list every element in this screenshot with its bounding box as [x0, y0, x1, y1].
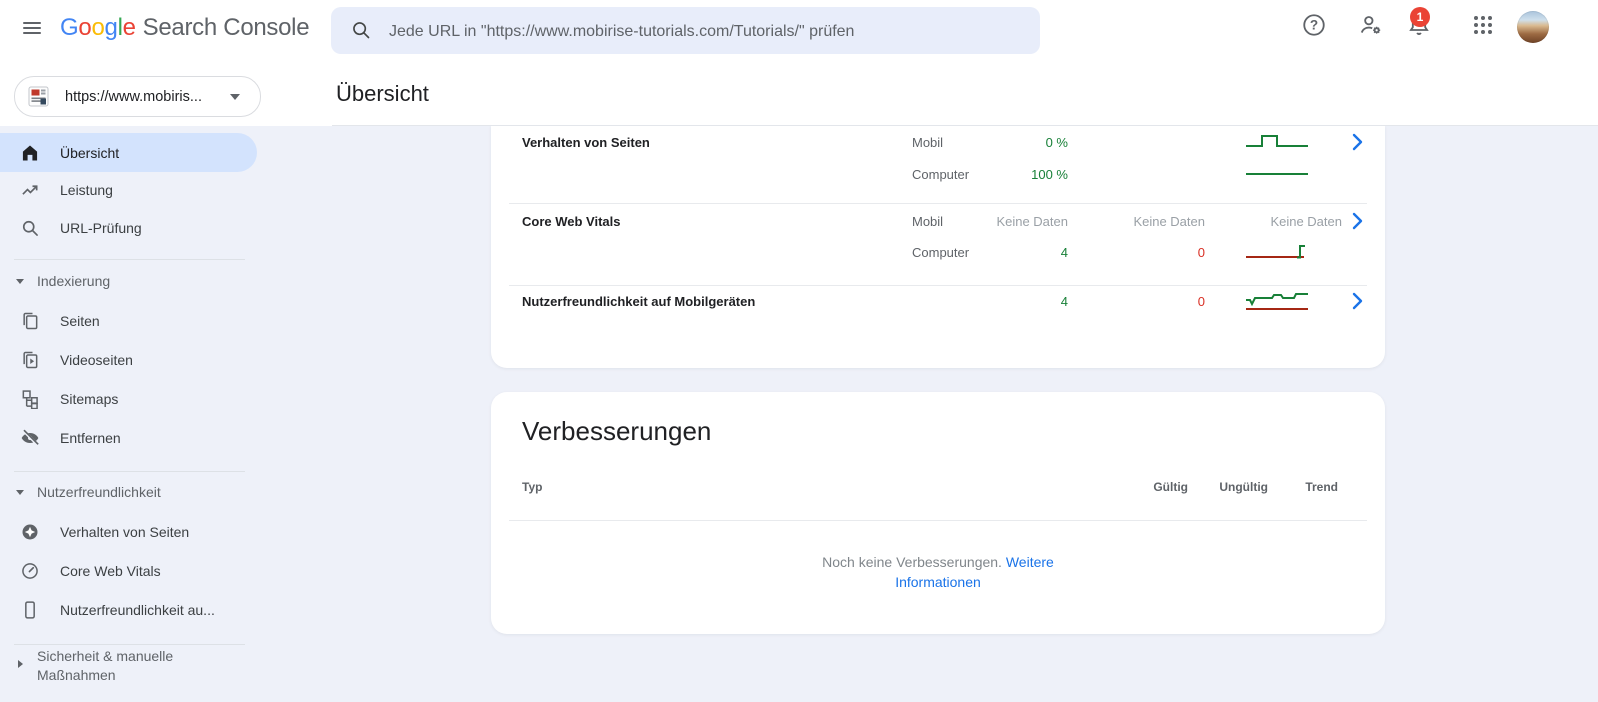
search-icon	[350, 19, 372, 41]
url-inspection-searchbar[interactable]	[331, 7, 1040, 56]
metric-value: Keine Daten	[996, 214, 1068, 229]
column-header-trend: Trend	[1305, 480, 1338, 494]
device-label: Computer	[912, 245, 970, 260]
metric-value: 0	[1197, 294, 1205, 309]
sitemaps-tree-icon	[20, 389, 40, 409]
device-label: Computer	[912, 167, 970, 182]
page-title: Übersicht	[336, 81, 429, 106]
sidebar-item-videoseiten[interactable]: Videoseiten	[0, 340, 257, 379]
chevron-right-icon	[18, 660, 23, 668]
gauge-icon	[20, 561, 40, 581]
device-label: Mobil	[912, 214, 944, 229]
header: G o o g l e Search Console ?	[0, 0, 1598, 126]
sidebar-divider	[14, 259, 245, 260]
manage-users-button[interactable]	[1351, 7, 1391, 47]
metric-value: Keine Daten	[1133, 214, 1205, 229]
sidebar-item-core-web-vitals[interactable]: Core Web Vitals	[0, 551, 257, 590]
home-icon	[20, 143, 40, 163]
overview-row-title[interactable]: Core Web Vitals	[522, 214, 621, 229]
column-header-gueltig: Gültig	[1153, 480, 1188, 494]
dropdown-arrow-icon	[230, 94, 240, 100]
help-icon: ?	[1301, 12, 1327, 43]
logo-letter: l	[117, 13, 123, 41]
sidebar-item-uebersicht[interactable]: Übersicht	[0, 133, 257, 172]
search-input[interactable]	[387, 7, 1021, 56]
property-url-label: https://www.mobiris...	[65, 88, 202, 105]
row-chevron-icon[interactable]	[1348, 132, 1366, 152]
sidebar-item-seiten[interactable]: Seiten	[0, 301, 257, 340]
sidebar-item-url-pruefung[interactable]: URL-Prüfung	[0, 208, 257, 247]
sidebar-divider	[14, 471, 245, 472]
metric-value: 4	[1060, 294, 1068, 309]
overview-row-title[interactable]: Verhalten von Seiten	[522, 135, 650, 150]
improvements-card: Verbesserungen Typ Gültig Ungültig Trend…	[491, 392, 1385, 634]
metric-value: Keine Daten	[1270, 214, 1342, 229]
magnifier-icon	[20, 218, 40, 238]
logo-letter: G	[60, 13, 79, 41]
logo-product-name: Search Console	[142, 13, 310, 41]
apps-grid-icon	[1471, 13, 1495, 42]
property-favicon	[28, 86, 49, 107]
sidebar-section-nutzerfreundlichkeit[interactable]: Nutzerfreundlichkeit	[0, 483, 257, 503]
help-button[interactable]: ?	[1294, 7, 1334, 47]
header-divider	[332, 125, 1598, 126]
property-selector[interactable]: https://www.mobiris...	[14, 76, 261, 117]
logo-letter: e	[122, 13, 136, 41]
empty-state: Noch keine Verbesserungen. Weitere Infor…	[491, 552, 1385, 592]
chevron-down-icon	[16, 279, 24, 284]
divider	[509, 285, 1367, 286]
empty-state-message: Noch keine Verbesserungen.	[822, 554, 1002, 570]
column-header-ungueltig: Ungültig	[1219, 480, 1268, 494]
column-header-typ: Typ	[522, 480, 543, 494]
improvements-title: Verbesserungen	[522, 416, 712, 446]
user-settings-icon	[1358, 12, 1384, 43]
overview-row-title[interactable]: Nutzerfreundlichkeit auf Mobilgeräten	[522, 294, 756, 309]
sparkline-page-experience-mobile	[1244, 131, 1310, 153]
divider	[509, 203, 1367, 204]
sidebar-item-entfernen[interactable]: Entfernen	[0, 418, 257, 457]
sparkline-cwv-desktop	[1244, 241, 1310, 263]
google-apps-button[interactable]	[1463, 7, 1503, 47]
metric-value: 0 %	[1045, 135, 1068, 150]
sidebar-item-leistung[interactable]: Leistung	[0, 170, 257, 209]
notification-count-badge: 1	[1410, 7, 1430, 27]
page-experience-icon	[20, 522, 40, 542]
metric-value: 4	[1060, 245, 1068, 260]
sidebar-item-verhalten-von-seiten[interactable]: Verhalten von Seiten	[0, 512, 257, 551]
sidebar-item-mobile-nutzerfreundlichkeit[interactable]: Nutzerfreundlichkeit au...	[0, 590, 257, 629]
sparkline-mobile-usability	[1244, 290, 1310, 312]
sparkline-page-experience-desktop	[1244, 163, 1310, 185]
row-chevron-icon[interactable]	[1348, 211, 1366, 231]
account-avatar[interactable]	[1517, 11, 1549, 43]
pages-icon	[20, 311, 40, 331]
performance-trend-icon	[20, 180, 40, 200]
overview-summary-card: Verhalten von Seiten Mobil 0 % Computer …	[491, 126, 1385, 368]
chevron-down-icon	[16, 490, 24, 495]
sidebar-divider	[14, 644, 245, 645]
logo-letter: g	[104, 13, 118, 41]
metric-value: 100 %	[1031, 167, 1068, 182]
row-chevron-icon[interactable]	[1348, 291, 1366, 311]
svg-text:?: ?	[1310, 17, 1318, 32]
learn-more-link[interactable]: Weitere Informationen	[895, 554, 1054, 590]
logo-letter: o	[91, 13, 105, 41]
sidebar-section-indexierung[interactable]: Indexierung	[0, 272, 257, 292]
app-logo[interactable]: G o o g l e Search Console	[60, 0, 310, 55]
mobile-phone-icon	[20, 600, 40, 620]
video-page-icon	[20, 350, 40, 370]
divider	[509, 520, 1367, 521]
device-label: Mobil	[912, 135, 944, 150]
sidebar-section-sicherheit[interactable]: Sicherheit & manuelle Maßnahmen	[0, 646, 257, 686]
sidebar-item-sitemaps[interactable]: Sitemaps	[0, 379, 257, 418]
metric-value: 0	[1197, 245, 1205, 260]
logo-letter: o	[78, 13, 92, 41]
hamburger-menu-icon[interactable]	[16, 14, 50, 42]
eye-off-icon	[20, 428, 40, 448]
